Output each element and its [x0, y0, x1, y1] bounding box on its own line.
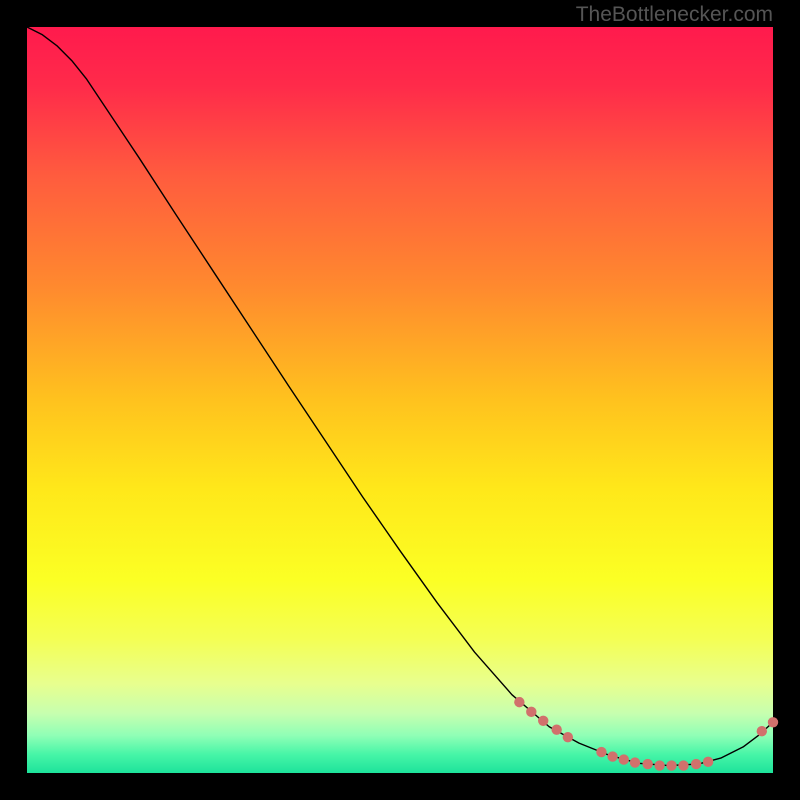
curve-marker — [607, 751, 617, 761]
curve-marker — [514, 697, 524, 707]
curve-marker — [691, 759, 701, 769]
watermark: TheBottlenecker.com — [576, 3, 773, 27]
curve-marker — [666, 760, 676, 770]
plot-background — [27, 27, 773, 773]
curve-marker — [538, 716, 548, 726]
curve-marker — [768, 717, 778, 727]
curve-marker — [654, 760, 664, 770]
curve-marker — [757, 726, 767, 736]
curve-marker — [563, 732, 573, 742]
curve-marker — [596, 747, 606, 757]
curve-marker — [551, 725, 561, 735]
curve-marker — [526, 707, 536, 717]
curve-marker — [642, 759, 652, 769]
curve-marker — [619, 754, 629, 764]
curve-marker — [678, 760, 688, 770]
curve-marker — [630, 757, 640, 767]
curve-marker — [703, 757, 713, 767]
